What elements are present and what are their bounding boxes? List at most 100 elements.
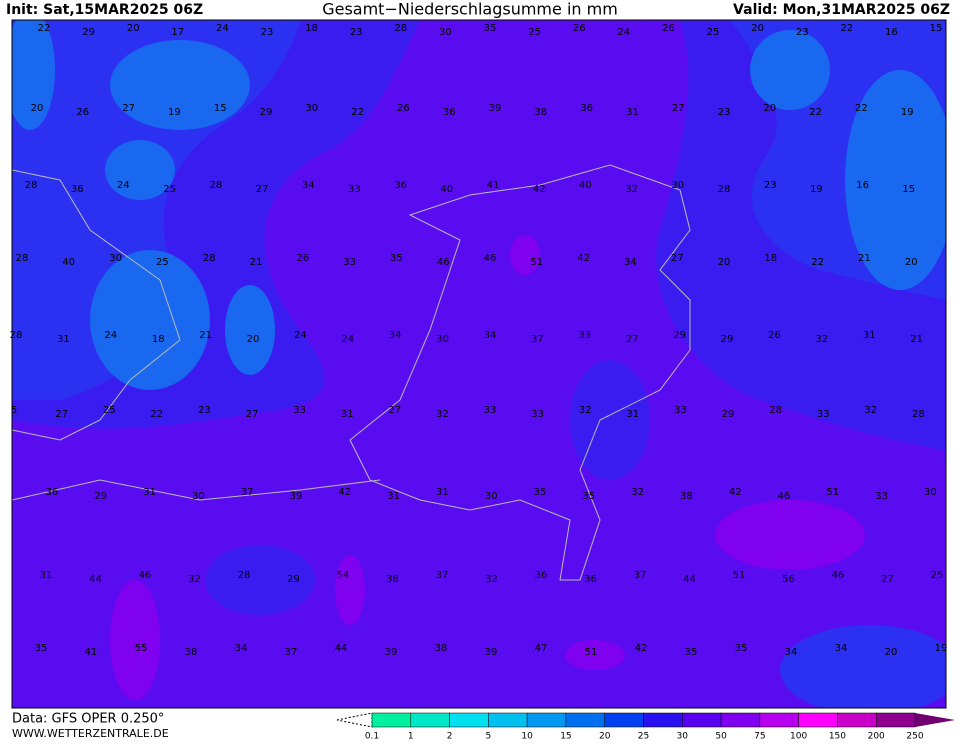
grid-value: 32 <box>631 487 644 498</box>
grid-value: 28 <box>16 253 29 264</box>
grid-value: 38 <box>680 491 693 502</box>
grid-value: 27 <box>388 405 401 416</box>
grid-value: 29 <box>287 574 300 585</box>
grid-value: 19 <box>810 184 823 195</box>
grid-value: 20 <box>31 103 44 114</box>
grid-value: 27 <box>246 409 259 420</box>
grid-value: 34 <box>389 330 402 341</box>
grid-value: 25 <box>156 257 169 268</box>
map-title: Gesamt−Niederschlagsumme in mm <box>322 0 618 19</box>
grid-value: 25 <box>103 405 116 416</box>
grid-value: 32 <box>485 574 498 585</box>
grid-value: 42 <box>729 487 742 498</box>
legend-label: 30 <box>677 732 689 742</box>
map-frame <box>11 19 947 709</box>
grid-value: 31 <box>626 107 639 118</box>
grid-value: 30 <box>924 487 937 498</box>
grid-value: 28 <box>394 23 407 34</box>
grid-value: 26 <box>397 103 410 114</box>
grid-value: 38 <box>435 643 448 654</box>
grid-value: 24 <box>216 23 229 34</box>
grid-value: 33 <box>817 409 830 420</box>
grid-value: 32 <box>864 405 877 416</box>
grid-value: 22 <box>351 107 364 118</box>
grid-value: 24 <box>617 27 630 38</box>
grid-value: 32 <box>188 574 201 585</box>
grid-value: 39 <box>385 647 398 658</box>
legend-lower-arrow <box>336 712 373 728</box>
grid-value: 21 <box>910 334 923 345</box>
grid-value: 22 <box>855 103 868 114</box>
grid-value: 21 <box>250 257 263 268</box>
grid-value: 42 <box>533 184 546 195</box>
grid-value: 30 <box>436 334 449 345</box>
init-time: Init: Sat,15MAR2025 06Z <box>6 2 203 18</box>
grid-value: 28 <box>912 409 925 420</box>
grid-value: 42 <box>577 253 590 264</box>
legend-swatch <box>410 712 450 728</box>
grid-value: 28 <box>718 184 731 195</box>
grid-value: 37 <box>285 647 298 658</box>
grid-value: 33 <box>875 491 888 502</box>
grid-value: 41 <box>487 180 500 191</box>
legend-label: 5 <box>485 732 491 742</box>
grid-value: 39 <box>489 103 502 114</box>
grid-value: 19 <box>901 107 914 118</box>
grid-value: 35 <box>685 647 698 658</box>
grid-value: 31 <box>863 330 876 341</box>
grid-value: 35 <box>534 487 547 498</box>
grid-value: 26 <box>662 23 675 34</box>
grid-value: 35 <box>735 643 748 654</box>
grid-value: 33 <box>293 405 306 416</box>
grid-value: 33 <box>674 405 687 416</box>
grid-value: 37 <box>436 570 449 581</box>
legend-label: 10 <box>521 732 533 742</box>
legend-swatch <box>526 712 567 728</box>
grid-value: 34 <box>624 257 637 268</box>
grid-value: 33 <box>343 257 356 268</box>
grid-value: 29 <box>82 27 95 38</box>
site-url: WWW.WETTERZENTRALE.DE <box>12 727 169 740</box>
grid-value: 36 <box>443 107 456 118</box>
grid-value: 51 <box>530 257 543 268</box>
grid-value: 28 <box>25 180 38 191</box>
grid-value: 25 <box>707 27 720 38</box>
grid-value: 25 <box>931 570 944 581</box>
legend: 0.1 1 2 5 10 15 20 25 30 50 75 100 150 200 250 <box>336 712 955 742</box>
grid-value: 20 <box>763 103 776 114</box>
grid-value: 15 <box>902 184 915 195</box>
legend-label: 75 <box>754 732 765 742</box>
legend-swatch <box>565 712 605 728</box>
grid-value: 39 <box>485 647 498 658</box>
legend-swatch <box>449 712 489 728</box>
grid-value: 46 <box>437 257 450 268</box>
grid-value: 23 <box>796 27 809 38</box>
legend-label: 0.1 <box>365 732 379 742</box>
grid-value: 38 <box>386 574 399 585</box>
grid-value: 37 <box>634 570 647 581</box>
grid-value: 28 <box>238 570 251 581</box>
grid-value: 27 <box>55 409 68 420</box>
grid-value: 38 <box>185 647 198 658</box>
grid-value: 44 <box>335 643 348 654</box>
grid-value: 5 <box>11 405 17 416</box>
grid-value: 35 <box>35 643 48 654</box>
grid-value: 27 <box>671 253 684 264</box>
grid-value: 33 <box>348 184 361 195</box>
grid-value: 20 <box>247 334 260 345</box>
grid-value: 36 <box>46 487 59 498</box>
grid-value: 26 <box>296 253 309 264</box>
grid-value: 33 <box>578 330 591 341</box>
grid-value: 21 <box>858 253 871 264</box>
grid-value: 29 <box>94 491 107 502</box>
grid-value: 56 <box>782 574 795 585</box>
grid-value: 30 <box>485 491 498 502</box>
grid-value: 21 <box>199 330 212 341</box>
grid-value: 28 <box>209 180 222 191</box>
grid-value: 44 <box>89 574 102 585</box>
grid-value: 29 <box>260 107 273 118</box>
grid-value: 27 <box>122 103 135 114</box>
legend-swatch <box>837 712 877 728</box>
grid-value: 44 <box>683 574 696 585</box>
